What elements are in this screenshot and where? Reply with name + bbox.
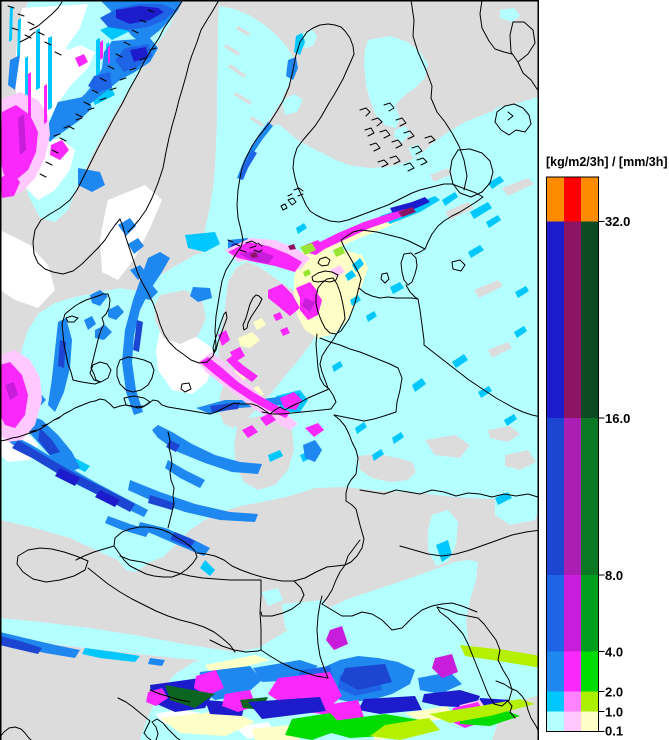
svg-text:0.1: 0.1: [605, 724, 623, 739]
svg-text:[kg/m2/3h] / [mm/3h]: [kg/m2/3h] / [mm/3h]: [546, 155, 668, 169]
svg-text:4.0: 4.0: [605, 645, 623, 660]
svg-text:8.0: 8.0: [605, 568, 623, 583]
svg-text:2.0: 2.0: [605, 685, 623, 700]
svg-text:1.0: 1.0: [605, 705, 623, 720]
svg-text:32.0: 32.0: [605, 214, 630, 229]
svg-text:16.0: 16.0: [605, 411, 630, 426]
